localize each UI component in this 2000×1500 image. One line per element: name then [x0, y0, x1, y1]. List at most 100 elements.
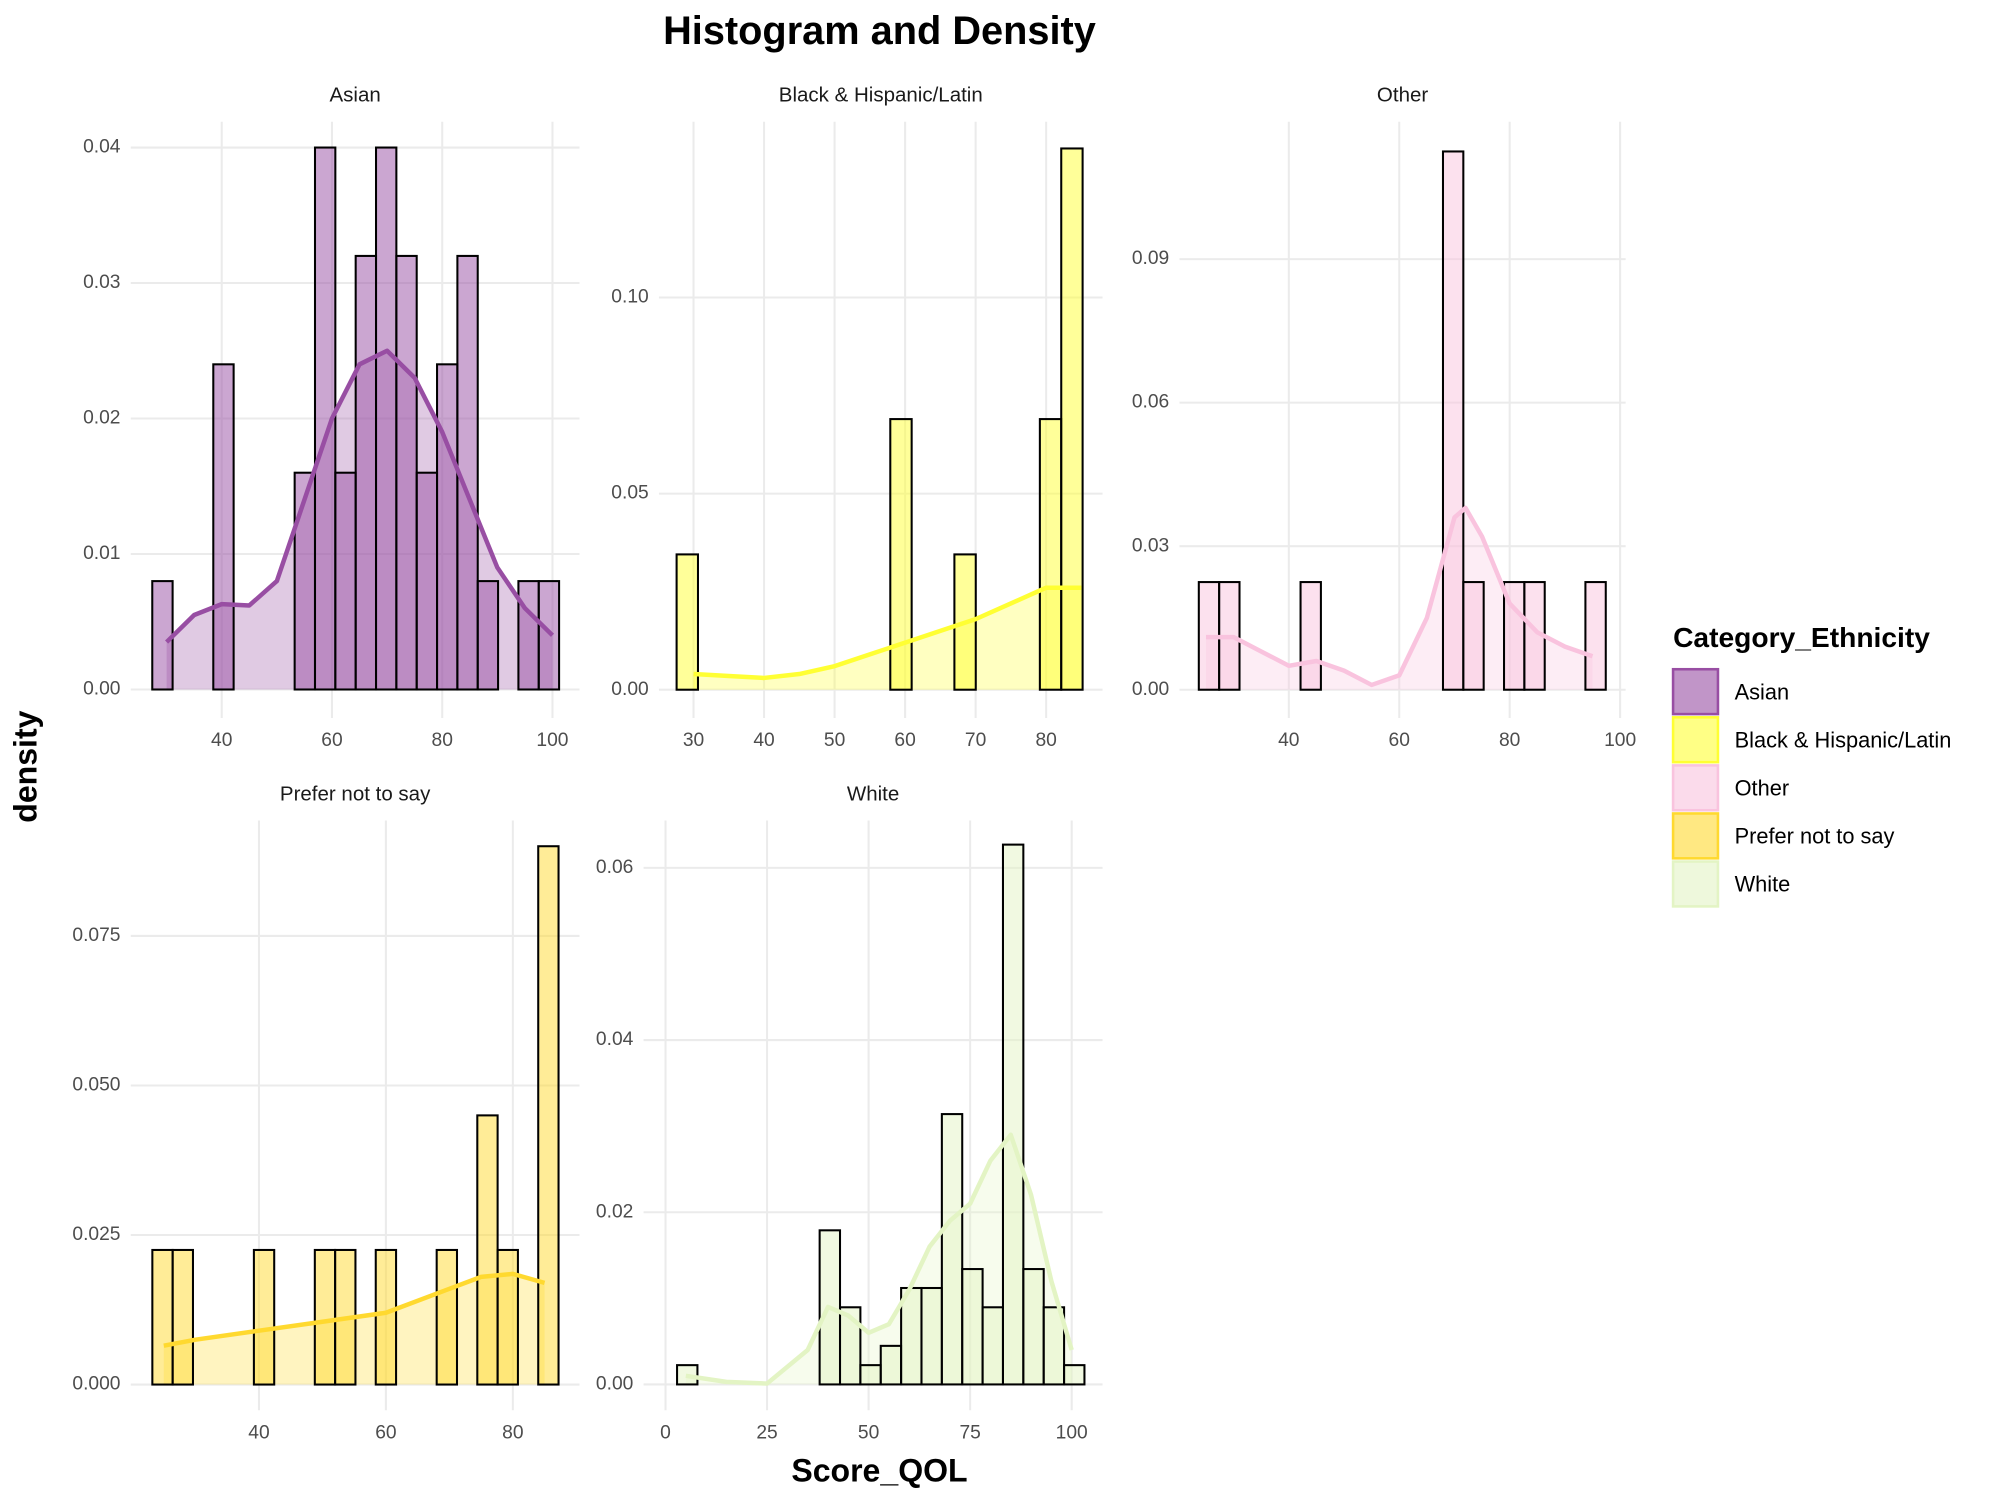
- density-line: [685, 1132, 1074, 1386]
- y-tick-label: 0.075: [72, 925, 120, 946]
- legend-key: [1671, 667, 1720, 716]
- bar: [374, 146, 398, 691]
- bar: [252, 1248, 276, 1386]
- bar: [415, 471, 439, 691]
- bar: [920, 1286, 943, 1386]
- facet-title: Other: [1377, 84, 1428, 107]
- legend-key: [1671, 716, 1720, 764]
- y-tick-label: 0.01: [83, 543, 120, 564]
- y-tick-label: 0.06: [1132, 392, 1169, 413]
- x-tick-label: 100: [1604, 730, 1636, 751]
- y-tick-label: 0.06: [596, 857, 633, 878]
- x-tick-label: 50: [824, 730, 845, 751]
- bar: [1441, 150, 1465, 691]
- legend-title: Category_Ethnicity: [1673, 621, 1930, 653]
- bar: [537, 580, 561, 691]
- x-tick-label: 40: [248, 1422, 269, 1443]
- bar: [1038, 418, 1063, 691]
- bar: [476, 580, 500, 691]
- x-tick-label: 0: [660, 1422, 671, 1443]
- x-tick-label: 75: [959, 1422, 980, 1443]
- facet-title: Prefer not to say: [280, 782, 431, 805]
- bar: [859, 1364, 882, 1386]
- density-line: [693, 585, 1082, 681]
- y-tick-label: 0.00: [1132, 679, 1169, 700]
- density-line: [163, 1271, 546, 1348]
- chart-title: Histogram and Density: [663, 9, 1096, 53]
- bar: [879, 1344, 903, 1386]
- legend-label: Black & Hispanic/Latin: [1735, 727, 1952, 752]
- facet-title: Asian: [329, 84, 380, 107]
- y-axis-label: density: [8, 710, 44, 822]
- bar: [374, 1248, 398, 1386]
- y-tick-label: 0.09: [1132, 248, 1169, 269]
- legend-key: [1671, 812, 1720, 860]
- y-tick-label: 0.03: [1132, 535, 1169, 556]
- y-tick-label: 0.10: [611, 287, 648, 308]
- density-area: [1205, 507, 1593, 690]
- x-tick-label: 40: [1278, 730, 1299, 751]
- density-line: [1205, 505, 1594, 688]
- bar: [1584, 581, 1607, 691]
- y-tick-label: 0.025: [72, 1224, 120, 1245]
- legend-key: [1671, 764, 1720, 812]
- bar: [517, 580, 540, 691]
- legend-label: Prefer not to say: [1735, 824, 1895, 849]
- y-tick-label: 0.05: [611, 483, 648, 504]
- bar: [212, 363, 235, 691]
- y-tick-label: 0.00: [83, 679, 120, 700]
- x-tick-label: 60: [321, 730, 342, 751]
- bar: [334, 471, 357, 691]
- x-tick-label: 60: [894, 730, 915, 751]
- y-tick-label: 0.050: [72, 1075, 120, 1096]
- bar: [436, 363, 459, 691]
- bar: [1001, 843, 1025, 1386]
- legend-label: Other: [1735, 775, 1789, 800]
- bar: [940, 1113, 964, 1386]
- x-axis-label: Score_QOL: [791, 1453, 967, 1489]
- x-tick-label: 100: [536, 730, 568, 751]
- bar: [354, 254, 378, 691]
- x-tick-label: 40: [211, 730, 232, 751]
- y-tick-label: 0.02: [83, 408, 120, 429]
- bar: [1060, 147, 1084, 691]
- bar: [1063, 1364, 1086, 1386]
- bar: [675, 553, 699, 691]
- legend-key: [1671, 860, 1720, 908]
- x-tick-label: 70: [965, 730, 986, 751]
- y-tick-label: 0.04: [83, 137, 121, 158]
- bar: [961, 1268, 984, 1386]
- x-tick-label: 100: [1056, 1422, 1088, 1443]
- x-tick-label: 30: [683, 730, 704, 751]
- bar: [1299, 581, 1322, 691]
- y-tick-label: 0.000: [72, 1374, 120, 1395]
- x-tick-label: 25: [756, 1422, 777, 1443]
- bar: [1022, 1268, 1045, 1386]
- bar: [496, 1248, 519, 1386]
- density-area: [693, 587, 1082, 690]
- density-line: [165, 348, 555, 644]
- bar: [1462, 581, 1485, 691]
- bar: [981, 1306, 1004, 1386]
- bar: [1042, 1306, 1066, 1386]
- y-tick-label: 0.02: [596, 1201, 633, 1222]
- y-tick-label: 0.04: [596, 1029, 634, 1050]
- bar: [395, 254, 418, 691]
- bar: [313, 1248, 337, 1386]
- bar: [889, 418, 913, 691]
- x-tick-label: 60: [1389, 730, 1410, 751]
- x-tick-label: 80: [1499, 730, 1520, 751]
- bar: [151, 580, 174, 691]
- bar: [838, 1306, 862, 1386]
- bar: [151, 1248, 174, 1386]
- bar: [435, 1248, 459, 1386]
- legend-label: Asian: [1735, 679, 1790, 704]
- y-tick-label: 0.00: [596, 1374, 633, 1395]
- facet-title: White: [847, 782, 899, 805]
- x-tick-label: 80: [432, 730, 453, 751]
- x-tick-label: 60: [375, 1422, 396, 1443]
- x-tick-label: 80: [1035, 730, 1056, 751]
- facet-title: Black & Hispanic/Latin: [779, 84, 983, 107]
- x-tick-label: 40: [753, 730, 774, 751]
